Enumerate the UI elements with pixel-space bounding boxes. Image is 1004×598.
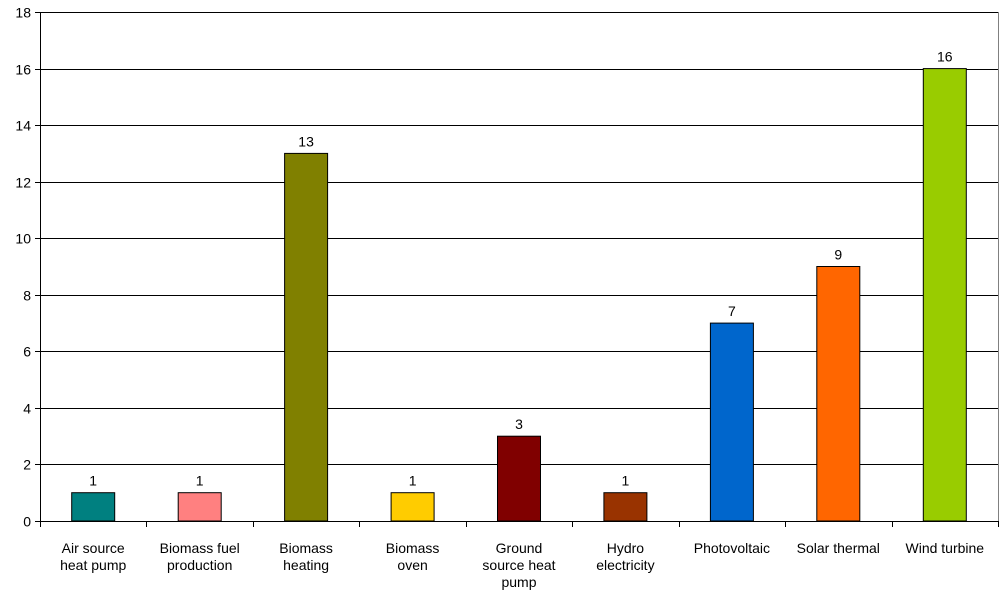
bar: [177, 492, 222, 522]
x-category-label: Air source heat pump: [60, 540, 126, 573]
x-category-label-line: Wind turbine: [906, 540, 985, 556]
y-tick-label: 14: [15, 118, 31, 134]
bar-value-label: 1: [196, 473, 204, 489]
x-category-label-line: pump: [501, 574, 536, 590]
bar: [71, 492, 116, 522]
x-category-label-line: Ground: [496, 540, 543, 556]
y-tick-label: 18: [15, 5, 31, 21]
y-tick-label: 16: [15, 62, 31, 78]
gridlines: [40, 12, 998, 465]
x-category-label-line: Solar thermal: [797, 540, 880, 556]
x-category-label-line: oven: [397, 557, 427, 573]
y-tick-label: 12: [15, 175, 31, 191]
y-tick-label: 8: [23, 288, 31, 304]
bar: [816, 266, 861, 522]
bar-value-label: 1: [89, 473, 97, 489]
x-category-label-line: Air source: [62, 540, 125, 556]
x-category-label: Ground source heat pump: [482, 540, 555, 590]
bar-value-label: 7: [728, 303, 736, 319]
x-category-label-line: Biomass: [279, 540, 333, 556]
x-category-label: Hydro electricity: [596, 540, 654, 573]
x-category-label: Photovoltaic: [694, 540, 770, 556]
x-category-label: Biomass oven: [386, 540, 440, 573]
y-axis-ticks: 0 2 4 6 8 10 12 14 16 18: [15, 5, 40, 530]
x-category-label: Biomass heating: [279, 540, 333, 573]
y-tick-label: 6: [23, 344, 31, 360]
y-tick-label: 10: [15, 231, 31, 247]
bar: [284, 152, 329, 522]
bar: [603, 492, 648, 522]
x-category-label-line: electricity: [596, 557, 654, 573]
bar: [709, 322, 754, 522]
bar: [390, 492, 435, 522]
x-category-label: Solar thermal: [797, 540, 880, 556]
bar-value-label: 1: [622, 473, 630, 489]
x-category-label-line: production: [167, 557, 232, 573]
x-category-label-line: Photovoltaic: [694, 540, 770, 556]
y-tick-label: 4: [23, 401, 31, 417]
bar-value-label: 3: [515, 416, 523, 432]
x-category-label-line: source heat: [482, 557, 555, 573]
x-axis-category-labels: Air source heat pump Biomass fuel productio…: [60, 540, 984, 590]
x-category-label-line: Biomass: [386, 540, 440, 556]
x-category-label-line: Hydro: [607, 540, 645, 556]
x-category-label-line: heating: [283, 557, 329, 573]
bars: [71, 68, 967, 522]
bar-value-label: 16: [937, 49, 953, 65]
bar: [497, 435, 541, 522]
x-category-label-line: Biomass fuel: [160, 540, 240, 556]
x-category-label: Biomass fuel production: [160, 540, 240, 573]
bar-value-label: 13: [298, 133, 314, 149]
bar-value-label: 9: [834, 247, 842, 263]
x-category-label-line: heat pump: [60, 557, 126, 573]
x-category-label: Wind turbine: [906, 540, 985, 556]
bar: [922, 68, 967, 522]
y-tick-label: 0: [23, 514, 31, 530]
bar-value-label: 1: [409, 473, 417, 489]
y-tick-label: 2: [23, 457, 31, 473]
